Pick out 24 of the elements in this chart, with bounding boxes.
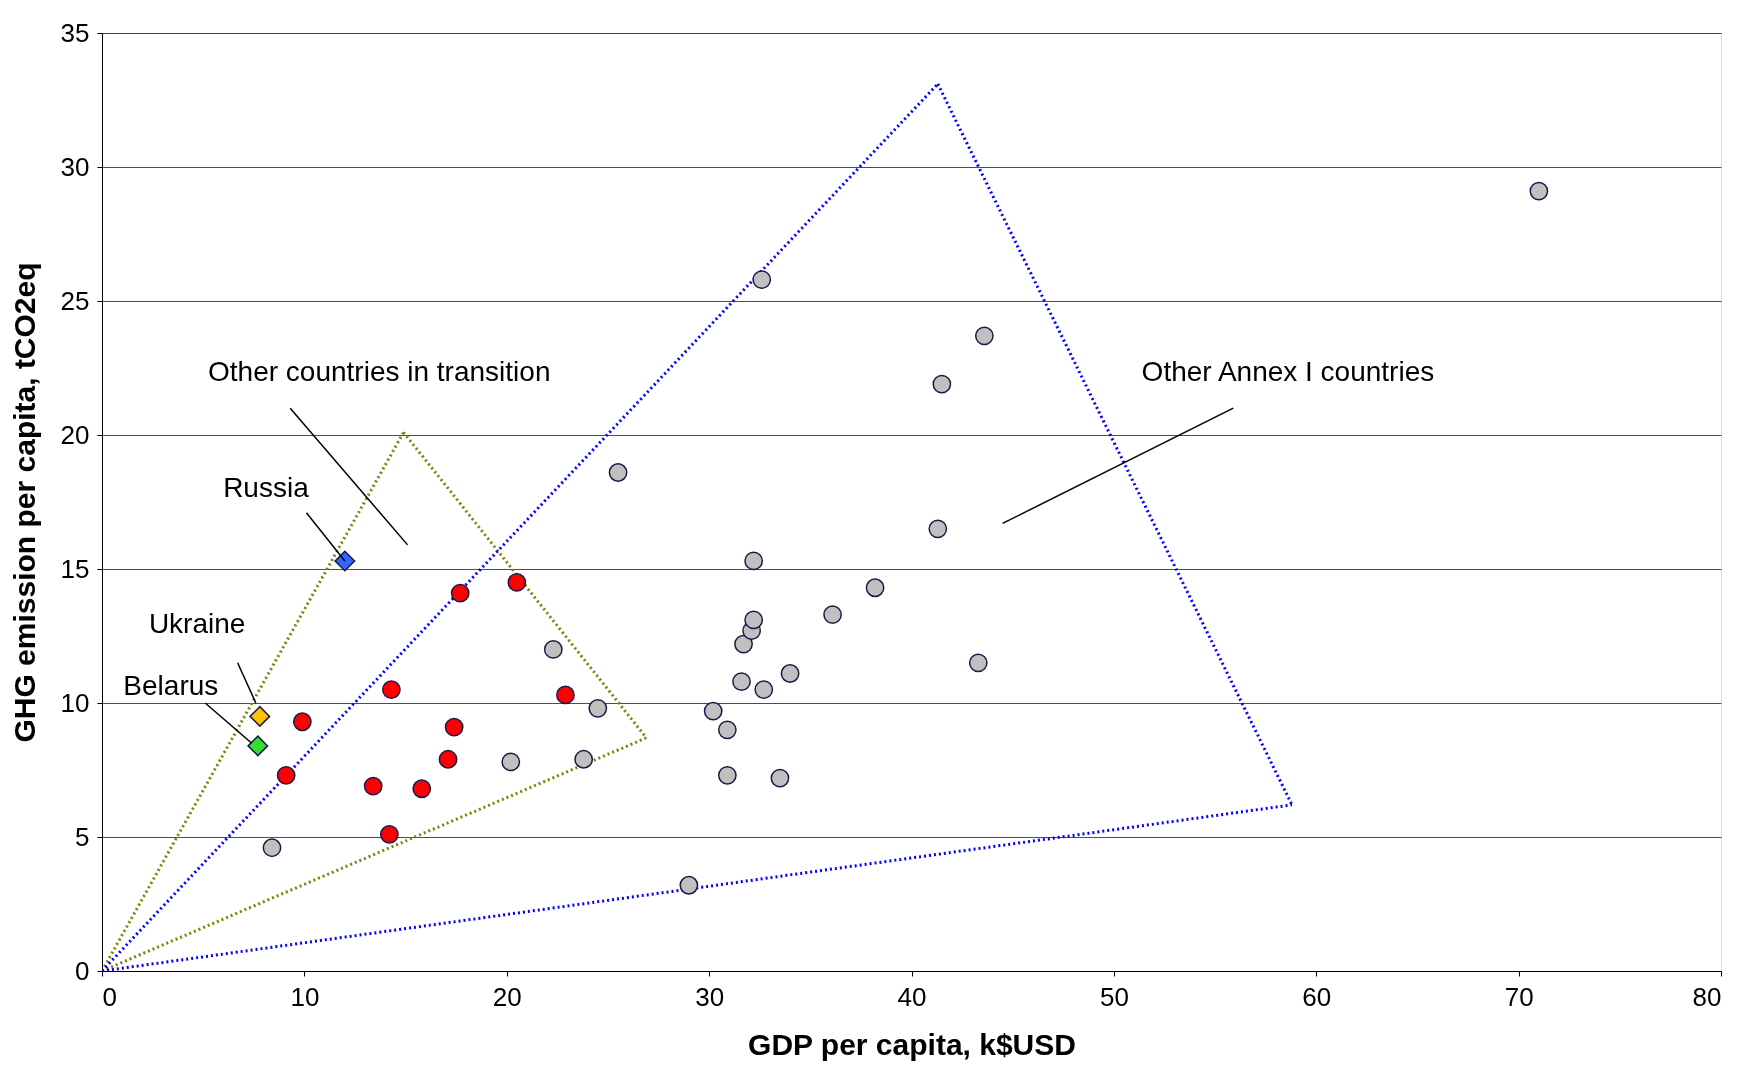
y-tick-label: 10 — [60, 687, 90, 718]
x-tick-label: 40 — [897, 981, 927, 1012]
x-tick-label: 60 — [1302, 981, 1332, 1012]
x-tick-label: 0 — [102, 981, 117, 1012]
y-tick-label: 25 — [60, 285, 90, 316]
text: Russia — [223, 471, 310, 503]
annotation: Other Annex I countries — [1141, 356, 1435, 388]
series-label: Belarus — [123, 669, 219, 701]
text: Ukraine — [148, 608, 246, 640]
y-tick-label: 0 — [75, 955, 90, 986]
x-tick-label: 70 — [1504, 981, 1534, 1012]
x-tick-label: 10 — [290, 981, 320, 1012]
x-tick-label: 20 — [492, 981, 522, 1012]
x-tick-label: 50 — [1099, 981, 1129, 1012]
y-tick-label: 5 — [75, 821, 90, 852]
annotation: Other countries in transition — [208, 356, 551, 388]
x-tick-label: 80 — [1692, 981, 1722, 1012]
y-tick-label: 15 — [60, 553, 90, 584]
x-tick-label: 30 — [695, 981, 725, 1012]
y-axis-title: GHG emission per capita, tCO2eq — [7, 262, 41, 743]
x-axis-title: GDP per capita, k$USD — [748, 1027, 1076, 1061]
y-tick-label: 35 — [60, 17, 90, 48]
y-tick-label: 20 — [60, 419, 90, 450]
y-tick-label: 30 — [60, 151, 90, 182]
